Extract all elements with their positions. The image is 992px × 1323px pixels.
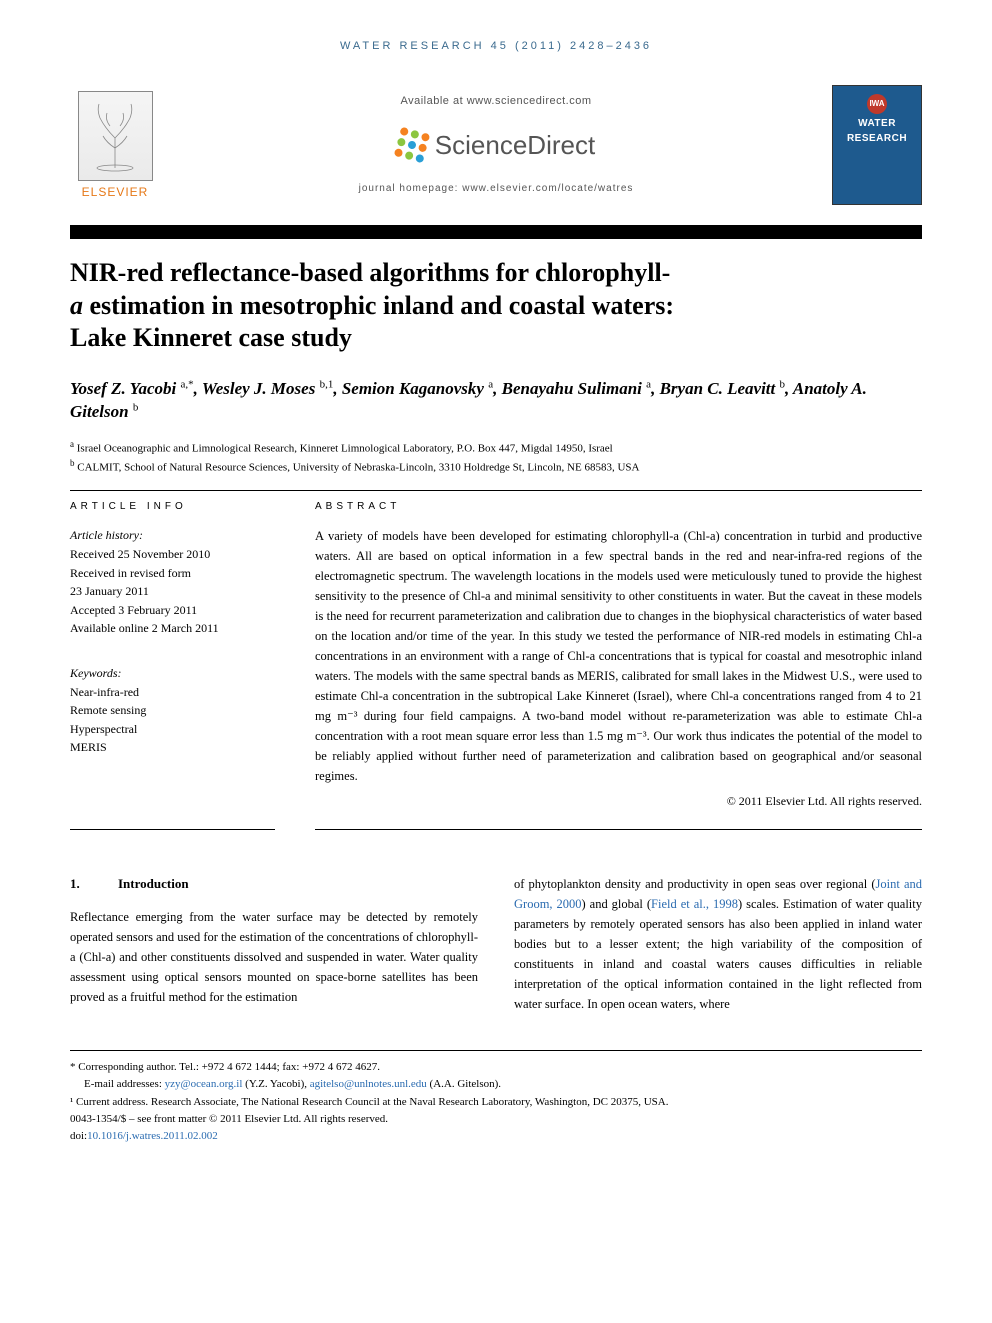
affiliations: a Israel Oceanographic and Limnological … — [70, 438, 922, 476]
keywords-block: Keywords: Near-infra-redRemote sensingHy… — [70, 664, 275, 757]
history-item: Accepted 3 February 2011 — [70, 601, 275, 620]
history-item: Received in revised form — [70, 564, 275, 583]
body-col-left: 1.Introduction Reflectance emerging from… — [70, 874, 478, 1014]
corresponding-author: * Corresponding author. Tel.: +972 4 672… — [70, 1059, 922, 1076]
keywords-head: Keywords: — [70, 664, 275, 683]
section-1-heading: 1.Introduction — [70, 874, 478, 895]
scidir-dot-icon — [418, 143, 428, 153]
journal-banner: ELSEVIER Available at www.sciencedirect.… — [70, 72, 922, 217]
section-title: Introduction — [118, 876, 189, 891]
history-head: Article history: — [70, 526, 275, 545]
emails-prefix: E-mail addresses: — [84, 1078, 165, 1090]
citation-link[interactable]: Field et al., 1998 — [651, 897, 738, 911]
scidir-dot-icon — [396, 138, 406, 148]
intro-text-1: of phytoplankton density and productivit… — [514, 877, 876, 891]
keyword-item: Remote sensing — [70, 701, 275, 720]
scidir-dot-icon — [393, 148, 403, 158]
rule-under-left — [70, 829, 275, 830]
article-history: Article history: Received 25 November 20… — [70, 526, 275, 638]
email-who-1: (Y.Z. Yacobi), — [242, 1078, 309, 1090]
keyword-item: Hyperspectral — [70, 720, 275, 739]
issn-line: 0043-1354/$ – see front matter © 2011 El… — [70, 1111, 922, 1128]
scidir-dot-icon — [410, 130, 420, 140]
keyword-item: MERIS — [70, 738, 275, 757]
cover-title-1: WATER — [858, 118, 896, 129]
article-info-col: ARTICLE INFO Article history: Received 2… — [70, 501, 275, 809]
abstract-text: A variety of models have been developed … — [315, 526, 922, 786]
title-line-1: NIR-red reflectance-based algorithms for… — [70, 258, 670, 287]
elsevier-tree-icon — [78, 91, 153, 181]
email-line: E-mail addresses: yzy@ocean.org.il (Y.Z.… — [70, 1076, 922, 1093]
running-header: WATER RESEARCH 45 (2011) 2428–2436 — [70, 40, 922, 52]
rule-under-right — [315, 829, 922, 830]
abstract-label: ABSTRACT — [315, 501, 922, 512]
keyword-item: Near-infra-red — [70, 683, 275, 702]
scidir-dot-icon — [407, 140, 417, 150]
footnote-block: * Corresponding author. Tel.: +972 4 672… — [70, 1050, 922, 1144]
doi-line: doi:10.1016/j.watres.2011.02.002 — [70, 1128, 922, 1145]
email-who-2: (A.A. Gitelson). — [427, 1078, 501, 1090]
intro-text-2: ) and global ( — [582, 897, 652, 911]
intro-text-3: ) scales. Estimation of water quality pa… — [514, 897, 922, 1011]
doi-link[interactable]: 10.1016/j.watres.2011.02.002 — [87, 1130, 218, 1142]
scidir-dot-icon — [399, 127, 409, 137]
article-info-label: ARTICLE INFO — [70, 501, 275, 512]
doi-label: doi: — [70, 1130, 87, 1142]
abstract-col: ABSTRACT A variety of models have been d… — [315, 501, 922, 809]
journal-homepage-line: journal homepage: www.elsevier.com/locat… — [160, 183, 832, 194]
history-item: Available online 2 March 2011 — [70, 619, 275, 638]
article-title: NIR-red reflectance-based algorithms for… — [70, 257, 922, 355]
affiliation-line: b CALMIT, School of Natural Resource Sci… — [70, 457, 922, 476]
elsevier-logo: ELSEVIER — [70, 91, 160, 199]
elsevier-wordmark: ELSEVIER — [82, 185, 149, 199]
title-line-2: a estimation in mesotrophic inland and c… — [70, 291, 674, 320]
author-list: Yosef Z. Yacobi a,*, Wesley J. Moses b,1… — [70, 377, 922, 425]
journal-cover-thumb: IWA WATER RESEARCH — [832, 85, 922, 205]
body-col-right: of phytoplankton density and productivit… — [514, 874, 922, 1014]
title-line-3: Lake Kinneret case study — [70, 323, 352, 352]
email-link[interactable]: yzy@ocean.org.il — [165, 1078, 243, 1090]
scidir-dot-icon — [420, 133, 430, 143]
article-info-row: ARTICLE INFO Article history: Received 2… — [70, 501, 922, 809]
center-banner: Available at www.sciencedirect.com Scien… — [160, 95, 832, 194]
available-at-line: Available at www.sciencedirect.com — [160, 95, 832, 107]
rule-above-info — [70, 490, 922, 491]
scidir-dot-icon — [404, 151, 414, 161]
cover-title-2: RESEARCH — [847, 133, 907, 144]
history-item: 23 January 2011 — [70, 582, 275, 601]
sciencedirect-dots-icon — [393, 127, 430, 164]
intro-para-left: Reflectance emerging from the water surf… — [70, 907, 478, 1007]
iwa-badge-icon: IWA — [867, 94, 887, 114]
info-row-rules — [70, 829, 922, 830]
black-stripe — [70, 225, 922, 239]
history-item: Received 25 November 2010 — [70, 545, 275, 564]
sciencedirect-logo: ScienceDirect — [397, 130, 595, 161]
body-columns: 1.Introduction Reflectance emerging from… — [70, 874, 922, 1014]
email-link[interactable]: agitelso@unlnotes.unl.edu — [310, 1078, 427, 1090]
sciencedirect-wordmark: ScienceDirect — [435, 130, 595, 161]
scidir-dot-icon — [415, 154, 425, 164]
footnote-1: ¹ Current address. Research Associate, T… — [70, 1094, 922, 1111]
affiliation-line: a Israel Oceanographic and Limnological … — [70, 438, 922, 457]
abstract-copyright: © 2011 Elsevier Ltd. All rights reserved… — [315, 794, 922, 809]
intro-para-right: of phytoplankton density and productivit… — [514, 874, 922, 1014]
section-number: 1. — [70, 874, 118, 895]
